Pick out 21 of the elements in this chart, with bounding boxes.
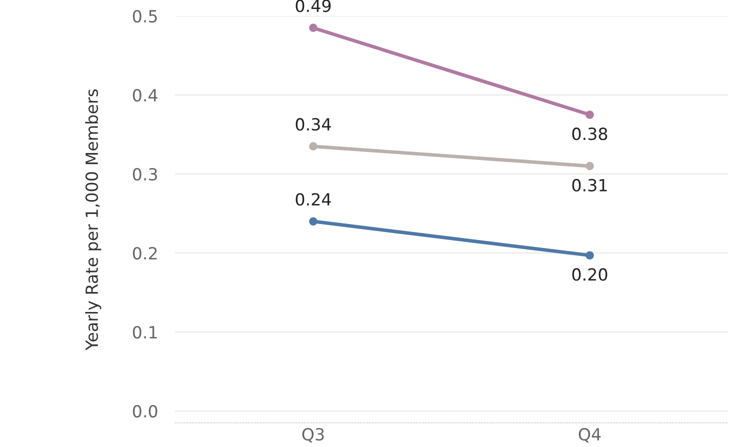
- point: [586, 162, 594, 170]
- y-tick-label: 0.1: [132, 326, 157, 339]
- y-tick-label: 0.3: [132, 168, 157, 181]
- data-label: 0.20: [572, 268, 608, 281]
- data-label: 0.24: [296, 193, 331, 206]
- y-tick-label: 0.0: [132, 404, 158, 418]
- point: [309, 24, 318, 32]
- data-label: 0.34: [296, 118, 331, 131]
- data-label: 0.49: [296, 0, 331, 12]
- point: [586, 251, 594, 260]
- point: [309, 217, 318, 226]
- y-tick-label: 0.5: [132, 10, 157, 23]
- y-tick-label: 0.2: [132, 246, 157, 260]
- point: [586, 110, 594, 119]
- x-tick-label: Q4: [578, 428, 601, 443]
- x-tick-label: Q3: [302, 428, 324, 443]
- data-label: 0.38: [572, 128, 608, 140]
- y-tick-label: 0.4: [132, 88, 158, 102]
- y-axis-title: Yearly Rate per 1,000 Members: [85, 89, 102, 350]
- data-label: 0.31: [572, 178, 607, 192]
- point: [309, 142, 318, 151]
